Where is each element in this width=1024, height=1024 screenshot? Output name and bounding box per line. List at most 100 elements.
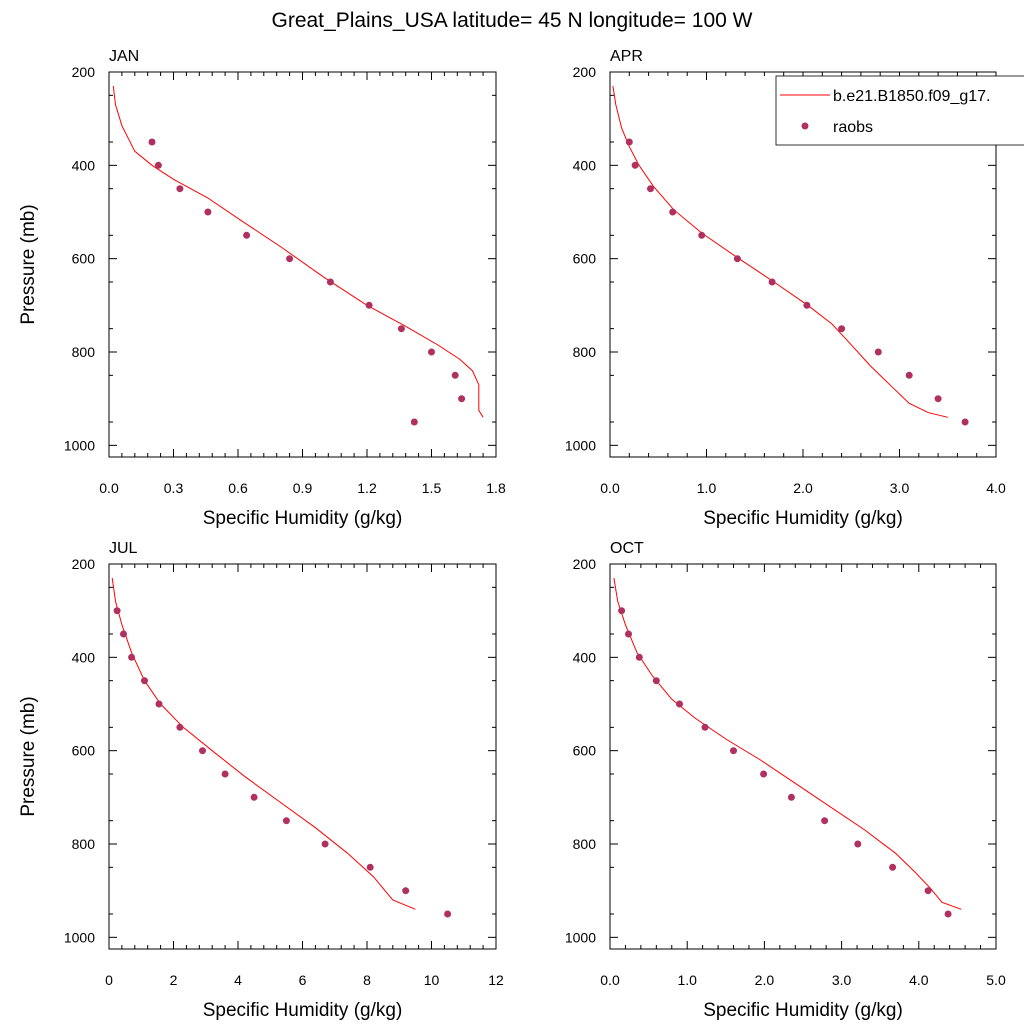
x-tick-label-oct: 1.0 xyxy=(677,972,697,988)
plot-frame-oct xyxy=(609,563,997,950)
x-tick-label-oct: 0.0 xyxy=(600,972,620,988)
raobs-point-jan xyxy=(148,138,156,146)
raobs-point-jan xyxy=(397,325,405,333)
panel-jul: JUL 200 400 600 800 1000 0 2 4 6 8 10 12 Specific Hum… xyxy=(18,540,504,1021)
raobs-point-jan xyxy=(326,278,334,286)
y-tick-label-oct: 1000 xyxy=(565,929,596,945)
raobs-point-jan xyxy=(243,231,251,239)
y-tick-label-jan: 400 xyxy=(72,157,96,173)
y-axis-title-jul: Pressure (mb) xyxy=(18,696,39,816)
raobs-point-oct xyxy=(676,700,683,708)
y-tick-label-oct: 400 xyxy=(573,649,597,665)
raobs-point-apr xyxy=(733,255,741,263)
legend-obs-label: raobs xyxy=(833,119,873,136)
y-tick-label-jul: 400 xyxy=(72,649,96,665)
raobs-point-oct xyxy=(652,677,660,685)
x-tick-label-jan: 0.0 xyxy=(99,480,119,496)
plot-frame-jul xyxy=(108,563,497,950)
raobs-point-apr xyxy=(874,348,882,356)
raobs-point-jul xyxy=(155,700,163,708)
legend-model-label: b.e21.B1850.f09_g17. xyxy=(833,88,990,105)
x-tick-label-jul: 2 xyxy=(170,972,178,988)
x-tick-label-jan: 1.8 xyxy=(486,480,506,496)
y-tick-label-jan: 600 xyxy=(72,251,96,267)
x-tick-label-apr: 0.0 xyxy=(600,480,620,496)
y-tick-label-oct: 800 xyxy=(573,836,597,852)
panel-oct: OCT 200 400 600 800 1000 0.0 1.0 2.0 3.0 4.0 5.0 Spe… xyxy=(565,540,1006,1021)
panel-label-oct: OCT xyxy=(610,540,644,557)
raobs-point-oct xyxy=(854,840,862,848)
x-tick-label-jul: 12 xyxy=(488,972,504,988)
raobs-point-jul xyxy=(402,887,410,895)
raobs-point-oct xyxy=(889,863,897,871)
x-tick-label-oct: 3.0 xyxy=(832,972,852,988)
raobs-point-apr xyxy=(838,325,846,333)
legend-box xyxy=(775,75,1024,146)
y-tick-label-jan: 800 xyxy=(72,344,96,360)
model-profile-line-jan xyxy=(112,85,484,418)
raobs-point-apr xyxy=(698,231,706,239)
raobs-point-oct xyxy=(730,747,737,755)
x-tick-label-jan: 0.3 xyxy=(164,480,184,496)
x-tick-label-jan: 1.5 xyxy=(422,480,442,496)
raobs-point-apr xyxy=(625,138,633,146)
raobs-point-jul xyxy=(321,840,329,848)
x-tick-label-jul: 4 xyxy=(234,972,242,988)
raobs-point-jul xyxy=(120,630,127,638)
x-tick-label-jan: 1.2 xyxy=(357,480,377,496)
x-tick-label-jan: 0.9 xyxy=(293,480,313,496)
raobs-point-jul xyxy=(282,817,290,825)
chart-panels: JAN 200 400 600 800 1000 0.0 0.3 0.6 0.9 1.2 1.5 1.8… xyxy=(18,48,1006,1021)
y-tick-label-apr: 600 xyxy=(573,251,597,267)
x-tick-label-apr: 2.0 xyxy=(793,480,813,496)
y-tick-label-apr: 200 xyxy=(573,64,597,80)
x-tick-label-oct: 2.0 xyxy=(755,972,775,988)
x-axis-title-oct: Specific Humidity (g/kg) xyxy=(703,1000,903,1021)
x-axis-title-jan: Specific Humidity (g/kg) xyxy=(203,508,403,529)
raobs-point-jul xyxy=(141,677,148,685)
legend-obs-marker-swatch xyxy=(801,122,809,130)
raobs-point-jan xyxy=(286,255,294,263)
x-axis-title-jul: Specific Humidity (g/kg) xyxy=(203,1000,403,1021)
y-tick-label-apr: 1000 xyxy=(565,437,596,453)
y-tick-label-apr: 800 xyxy=(573,344,597,360)
raobs-point-jul xyxy=(128,653,136,661)
raobs-point-jan xyxy=(176,185,184,193)
y-tick-label-jul: 800 xyxy=(72,836,96,852)
x-tick-label-jul: 0 xyxy=(105,972,113,988)
raobs-point-oct xyxy=(924,887,932,895)
x-tick-label-apr: 3.0 xyxy=(890,480,910,496)
legend: b.e21.B1850.f09_g17. raobs xyxy=(775,75,1024,146)
raobs-point-oct xyxy=(701,723,709,731)
x-tick-label-oct: 4.0 xyxy=(909,972,929,988)
raobs-point-jul xyxy=(113,607,121,615)
x-tick-label-apr: 1.0 xyxy=(697,480,717,496)
raobs-point-oct xyxy=(635,653,643,661)
y-tick-label-oct: 600 xyxy=(573,743,597,759)
model-profile-line-oct xyxy=(613,577,962,910)
raobs-point-jul xyxy=(250,793,258,801)
raobs-point-jan xyxy=(204,208,212,216)
raobs-point-apr xyxy=(961,418,969,426)
raobs-point-jan xyxy=(365,301,373,309)
panel-label-jan: JAN xyxy=(109,48,139,65)
y-axis-title-jan: Pressure (mb) xyxy=(18,204,39,324)
x-tick-label-apr: 4.0 xyxy=(986,480,1006,496)
raobs-point-jan xyxy=(458,395,466,403)
x-axis-title-apr: Specific Humidity (g/kg) xyxy=(703,508,903,529)
panel-jan: JAN 200 400 600 800 1000 0.0 0.3 0.6 0.9 1.2 1.5 1.8… xyxy=(18,48,506,529)
raobs-point-apr xyxy=(669,208,677,216)
model-profile-line-jul xyxy=(111,577,416,910)
y-tick-label-apr: 400 xyxy=(573,157,597,173)
raobs-point-jul xyxy=(176,723,184,731)
x-tick-label-jul: 6 xyxy=(299,972,307,988)
raobs-point-jul xyxy=(199,747,206,755)
raobs-point-jan xyxy=(410,418,418,426)
raobs-point-apr xyxy=(631,161,639,169)
raobs-point-oct xyxy=(821,817,829,825)
raobs-point-oct xyxy=(787,793,795,801)
raobs-point-jul xyxy=(221,770,229,778)
x-tick-label-jul: 10 xyxy=(424,972,440,988)
raobs-point-jan xyxy=(428,348,435,356)
